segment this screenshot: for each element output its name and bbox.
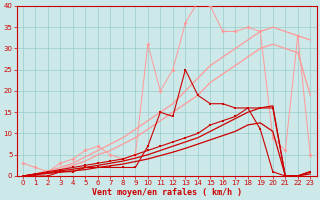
X-axis label: Vent moyen/en rafales ( km/h ): Vent moyen/en rafales ( km/h ) (92, 188, 242, 197)
